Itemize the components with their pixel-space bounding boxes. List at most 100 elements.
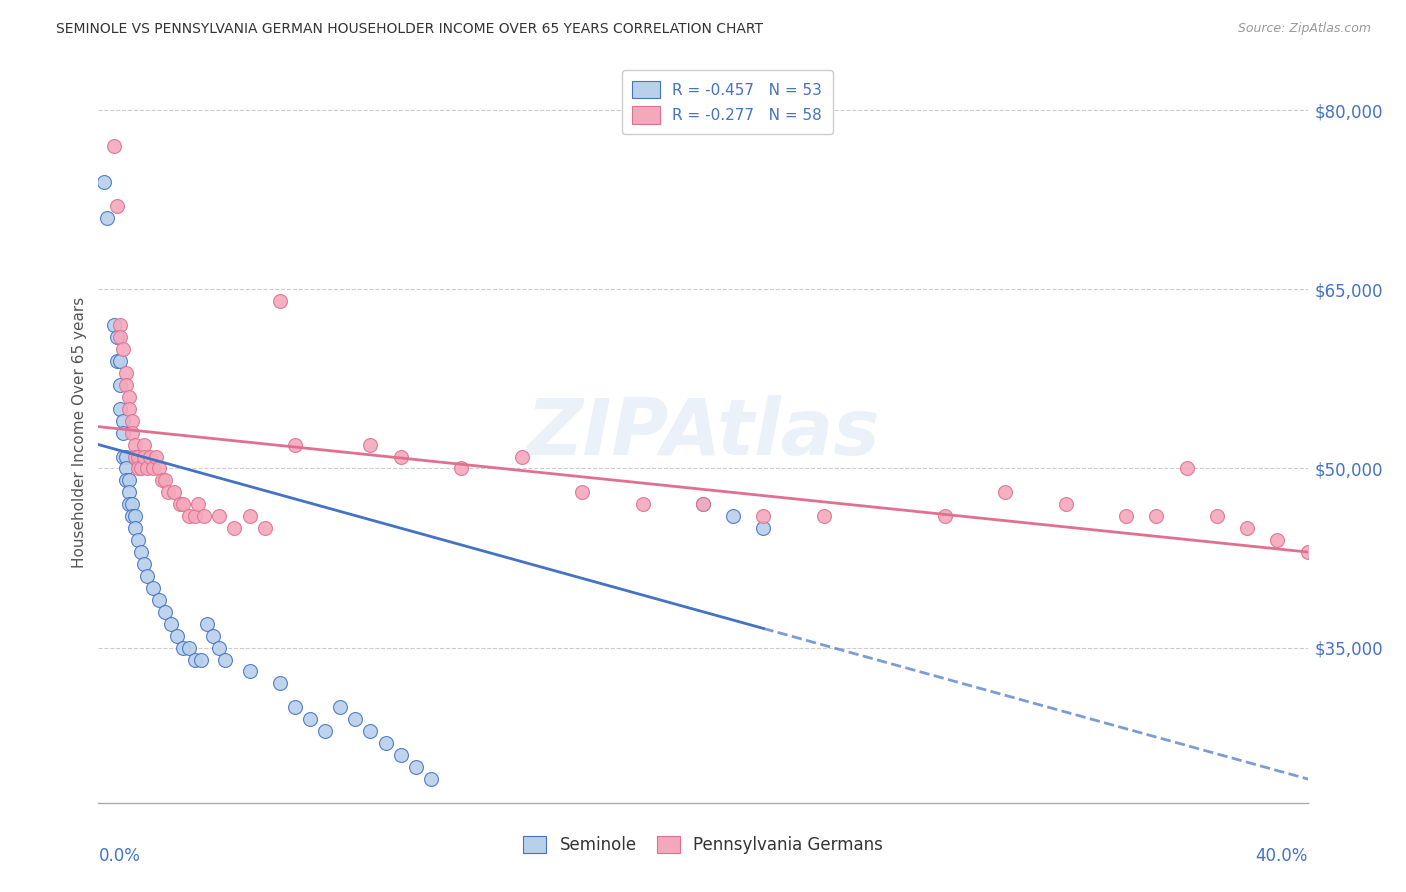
Point [239,509,262,524]
Point [114,377,136,392]
Point [269,676,291,690]
Point [314,724,336,739]
Point [1236,521,1258,535]
Point [166,629,188,643]
Point [202,629,225,643]
Point [132,437,155,451]
Point [93,175,115,189]
Point [813,509,835,524]
Point [1206,509,1229,524]
Point [153,605,176,619]
Point [114,450,136,464]
Point [118,485,141,500]
Point [934,509,956,524]
Point [450,461,472,475]
Point [284,437,307,451]
Point [224,521,246,535]
Point [360,437,382,451]
Point [139,450,162,464]
Point [420,772,443,786]
Y-axis label: Householder Income Over 65 years: Householder Income Over 65 years [72,297,87,568]
Point [124,437,146,451]
Point [172,497,194,511]
Point [124,509,146,524]
Point [118,474,141,488]
Point [118,497,141,511]
Point [374,736,396,750]
Point [163,485,186,500]
Point [179,640,201,655]
Point [111,414,134,428]
Point [105,354,128,368]
Point [127,450,149,464]
Point [299,712,322,726]
Point [96,211,118,225]
Text: ZIPAtlas: ZIPAtlas [526,394,880,471]
Point [103,139,125,153]
Point [723,509,745,524]
Point [389,747,412,762]
Point [150,474,173,488]
Text: SEMINOLE VS PENNSYLVANIA GERMAN HOUSEHOLDER INCOME OVER 65 YEARS CORRELATION CHA: SEMINOLE VS PENNSYLVANIA GERMAN HOUSEHOL… [56,22,763,37]
Point [129,461,152,475]
Point [148,461,170,475]
Point [127,461,149,475]
Point [121,425,143,440]
Point [153,474,176,488]
Point [1296,545,1319,559]
Point [752,509,775,524]
Point [179,509,201,524]
Point [208,509,231,524]
Point [108,318,131,333]
Point [108,401,131,416]
Point [142,461,165,475]
Point [1175,461,1198,475]
Point [118,401,141,416]
Point [156,485,179,500]
Point [142,581,165,595]
Point [284,700,307,714]
Point [121,497,143,511]
Point [631,497,654,511]
Point [111,425,134,440]
Legend: Seminole, Pennsylvania Germans: Seminole, Pennsylvania Germans [516,830,890,861]
Point [329,700,352,714]
Point [1054,497,1077,511]
Point [108,354,131,368]
Point [389,450,412,464]
Point [1144,509,1167,524]
Point [195,616,218,631]
Point [752,521,775,535]
Point [148,592,170,607]
Point [105,199,128,213]
Point [239,665,262,679]
Text: 0.0%: 0.0% [98,847,141,865]
Point [118,390,141,404]
Point [193,509,215,524]
Point [208,640,231,655]
Point [184,652,207,666]
Point [135,569,157,583]
Point [172,640,194,655]
Point [405,760,427,774]
Point [994,485,1017,500]
Point [190,652,212,666]
Point [132,557,155,571]
Point [184,509,207,524]
Point [160,616,183,631]
Point [111,450,134,464]
Point [253,521,276,535]
Point [135,461,157,475]
Text: Source: ZipAtlas.com: Source: ZipAtlas.com [1237,22,1371,36]
Point [1115,509,1137,524]
Point [360,724,382,739]
Point [692,497,714,511]
Point [692,497,714,511]
Point [129,545,152,559]
Point [145,450,167,464]
Point [114,461,136,475]
Point [132,450,155,464]
Point [114,474,136,488]
Point [1267,533,1289,547]
Point [571,485,593,500]
